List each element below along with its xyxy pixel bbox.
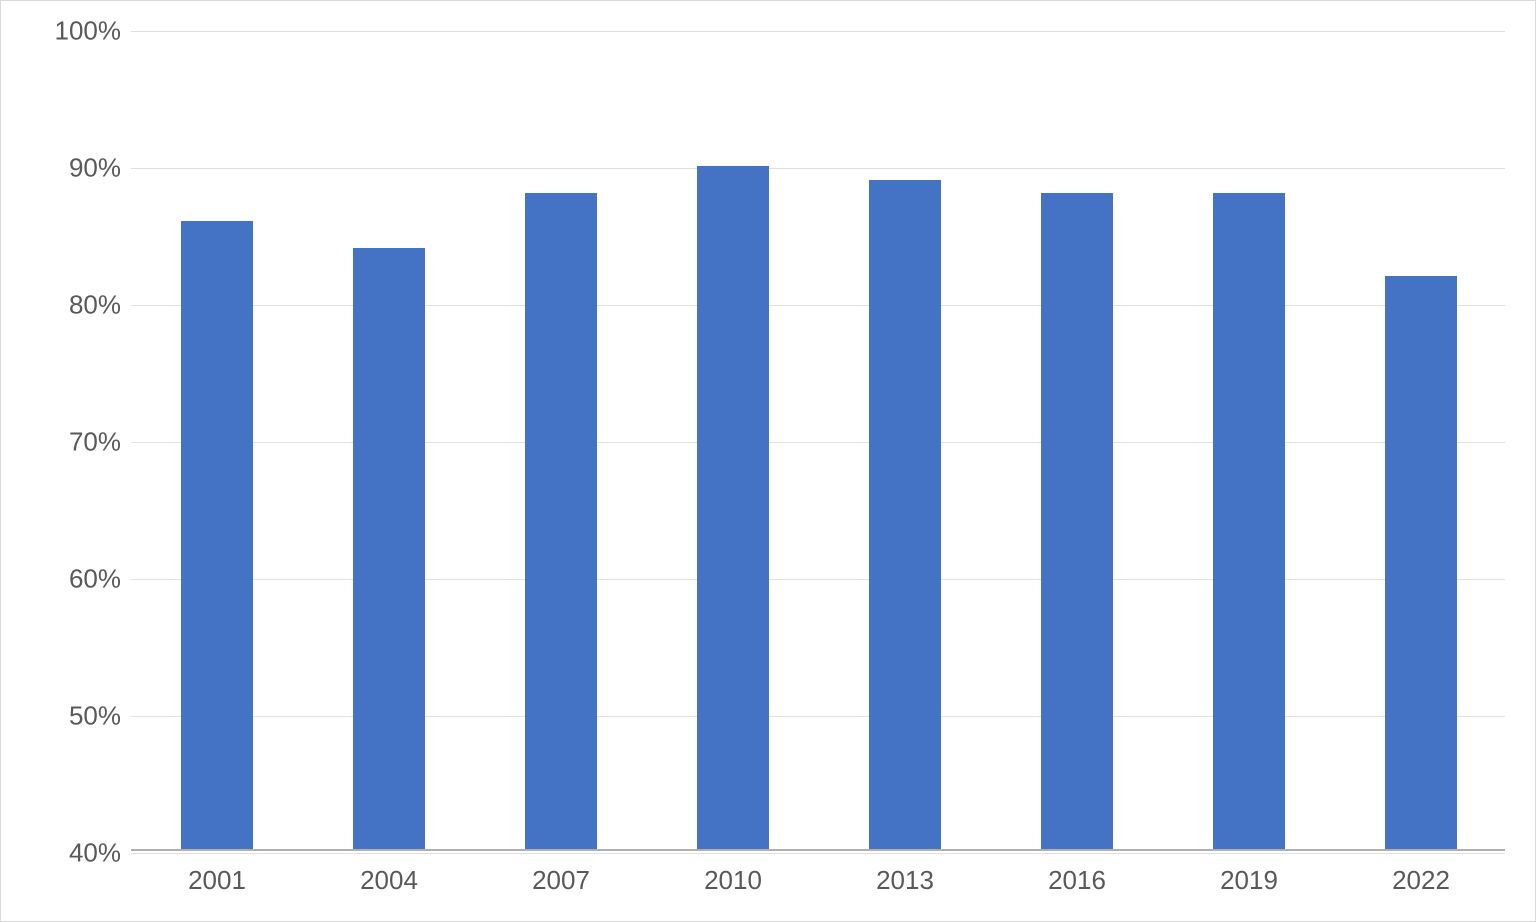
y-axis-tick-label: 50% <box>21 701 121 732</box>
x-axis-baseline <box>131 849 1505 851</box>
chart-container: 40% 50% 60% 70% 80% 90% 100% 2001 2004 2007 2010 20… <box>0 0 1536 922</box>
bar <box>869 180 941 851</box>
y-axis-tick-label: 70% <box>21 427 121 458</box>
x-axis-tick-label: 2001 <box>188 865 246 896</box>
x-axis-tick-label: 2004 <box>360 865 418 896</box>
y-axis-tick-label: 90% <box>21 153 121 184</box>
bar <box>353 248 425 851</box>
bar <box>697 166 769 851</box>
y-axis-tick-label: 60% <box>21 564 121 595</box>
y-axis-tick-label: 100% <box>21 16 121 47</box>
x-axis-tick-label: 2019 <box>1220 865 1278 896</box>
gridline <box>131 853 1505 854</box>
bar <box>1213 193 1285 851</box>
x-axis-tick-label: 2007 <box>532 865 590 896</box>
x-axis-tick-label: 2022 <box>1392 865 1450 896</box>
bars-layer <box>131 31 1505 851</box>
bar <box>1041 193 1113 851</box>
bar <box>181 221 253 851</box>
bar <box>1385 276 1457 851</box>
bar <box>525 193 597 851</box>
x-axis-tick-label: 2010 <box>704 865 762 896</box>
y-axis-tick-label: 40% <box>21 838 121 869</box>
x-axis-tick-label: 2016 <box>1048 865 1106 896</box>
plot-area: 40%50%60%70%80%90%100%200120042007201020… <box>131 31 1505 851</box>
y-axis-tick-label: 80% <box>21 290 121 321</box>
x-axis-tick-label: 2013 <box>876 865 934 896</box>
